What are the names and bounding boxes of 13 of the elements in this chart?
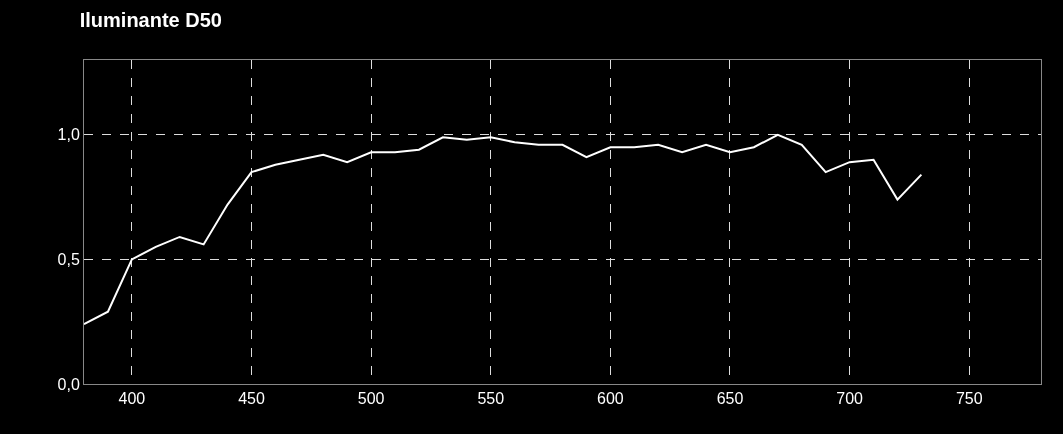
- x-tick-label: 600: [597, 390, 624, 408]
- x-tick-label: 400: [118, 390, 146, 408]
- y-tick-label: 1,0: [57, 126, 80, 144]
- chart-title: Iluminante D50: [79, 9, 222, 32]
- x-tick-label: 700: [836, 390, 864, 408]
- x-tick-label: 550: [477, 390, 505, 408]
- x-tick-label: 450: [238, 390, 265, 408]
- line-series: [84, 133, 923, 326]
- y-tick-label: 0,0: [57, 375, 80, 393]
- x-tick-label: 750: [955, 390, 983, 408]
- x-tick-label: 500: [357, 390, 385, 408]
- x-tick-label: 650: [716, 390, 744, 408]
- y-tick-label: 0,5: [57, 250, 80, 268]
